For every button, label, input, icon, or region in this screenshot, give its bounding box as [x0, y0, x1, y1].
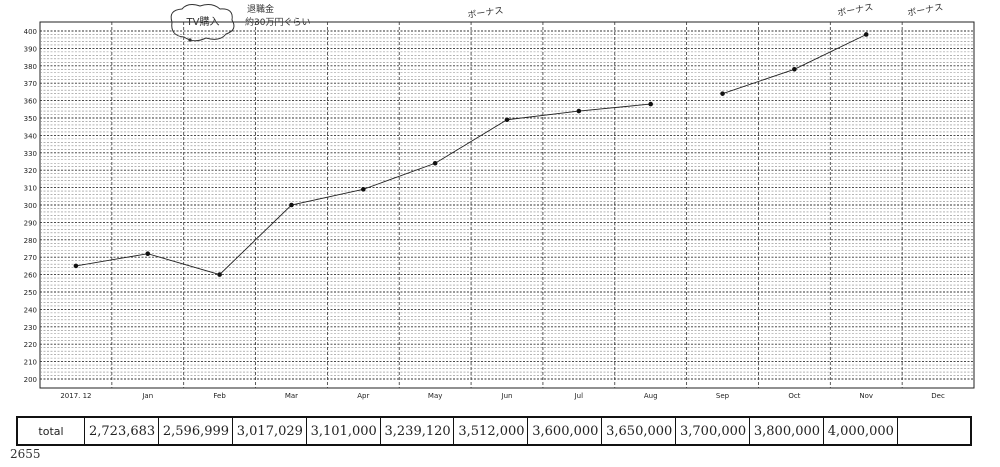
- x-tick-label: Apr: [357, 392, 369, 400]
- data-point: [576, 108, 582, 114]
- chart-grid: [39, 21, 975, 389]
- y-tick-label: 350: [24, 115, 37, 123]
- y-tick-label: 400: [24, 28, 37, 36]
- y-tick-label: 340: [24, 132, 37, 140]
- x-tick-label: May: [428, 392, 442, 400]
- y-tick-label: 390: [24, 45, 37, 53]
- side-note: 2655: [10, 447, 41, 461]
- data-point: [720, 91, 725, 96]
- y-tick-label: 220: [24, 341, 37, 349]
- annotation-tv: TV購入: [170, 4, 235, 42]
- y-tick-label: 360: [24, 98, 37, 106]
- x-tick-label: Mar: [285, 392, 298, 400]
- y-tick-label: 370: [24, 80, 37, 88]
- series-line: [722, 34, 867, 95]
- chart-series: [73, 32, 869, 277]
- y-tick-label: 310: [24, 185, 37, 193]
- x-tick-label: Aug: [644, 392, 658, 400]
- table-cell: 2,596,999: [157, 416, 233, 446]
- x-tick-label: Sep: [716, 392, 730, 400]
- data-point: [504, 117, 510, 123]
- annotation-text: ボーナス: [467, 5, 504, 21]
- data-point: [217, 272, 222, 277]
- y-tick-label: 330: [24, 150, 37, 158]
- y-tick-label: 320: [24, 167, 37, 175]
- table-cell: 3,650,000: [601, 416, 676, 446]
- data-point: [648, 101, 653, 107]
- y-tick-label: 300: [24, 202, 37, 210]
- x-tick-label: Jul: [574, 392, 584, 400]
- y-axis: 200 210 220 230 240 250 260 270 280 290 300 310 320 3…: [24, 28, 37, 384]
- annotation-text: ボーナス: [907, 2, 944, 19]
- table-row-label: total: [16, 416, 85, 446]
- annotation-text: 約30万円ぐらい: [245, 16, 310, 28]
- data-point: [145, 251, 151, 257]
- data-point: [432, 160, 438, 166]
- table-cell: 3,512,000: [453, 416, 529, 446]
- y-tick-label: 280: [24, 237, 37, 245]
- line-chart: 200 210 220 230 240 250 260 270 280 290 300 310 320 3…: [24, 2, 975, 400]
- table-cell: [896, 416, 972, 446]
- totals-table: total 2,723,683 2,596,999 3,017,029 3,10…: [16, 416, 972, 446]
- table-cell: 3,700,000: [675, 416, 750, 446]
- y-tick-label: 270: [24, 254, 37, 262]
- x-axis: 2017. 12 Jan Feb Mar Apr May Jun Jul Aug Sep Oct No…: [60, 392, 945, 400]
- x-tick-label: Jun: [501, 392, 513, 400]
- data-point: [289, 202, 294, 208]
- y-tick-label: 210: [24, 359, 37, 367]
- annotation-text: ボーナス: [837, 2, 874, 19]
- y-tick-label: 230: [24, 324, 37, 332]
- y-tick-label: 250: [24, 289, 37, 297]
- table-row: total 2,723,683 2,596,999 3,017,029 3,10…: [16, 416, 972, 446]
- x-tick-label: Oct: [788, 392, 800, 400]
- y-tick-label: 380: [24, 63, 37, 71]
- y-tick-label: 260: [24, 272, 37, 280]
- y-tick-label: 290: [24, 219, 37, 227]
- table-cell: 3,017,029: [231, 416, 307, 446]
- table-cell: 3,600,000: [527, 416, 603, 446]
- table-cell: 3,101,000: [305, 416, 381, 446]
- annotation-text: TV購入: [186, 15, 220, 28]
- y-tick-label: 240: [24, 306, 37, 314]
- x-tick-label: Nov: [859, 392, 873, 400]
- x-tick-label: Jan: [141, 392, 153, 400]
- annotation-text: 退職金: [247, 3, 274, 15]
- table-cell: 4,000,000: [822, 416, 898, 446]
- table-cell: 3,239,120: [379, 416, 455, 446]
- x-tick-label: Feb: [213, 392, 226, 400]
- y-tick-label: 200: [24, 376, 37, 384]
- data-point: [792, 66, 797, 72]
- x-tick-label: Dec: [931, 392, 945, 400]
- table-cell: 3,800,000: [748, 416, 824, 446]
- data-point: [361, 187, 366, 192]
- data-point: [863, 32, 869, 37]
- table-cell: 2,723,683: [84, 416, 159, 446]
- x-tick-label: 2017. 12: [60, 392, 91, 400]
- data-point: [73, 263, 79, 269]
